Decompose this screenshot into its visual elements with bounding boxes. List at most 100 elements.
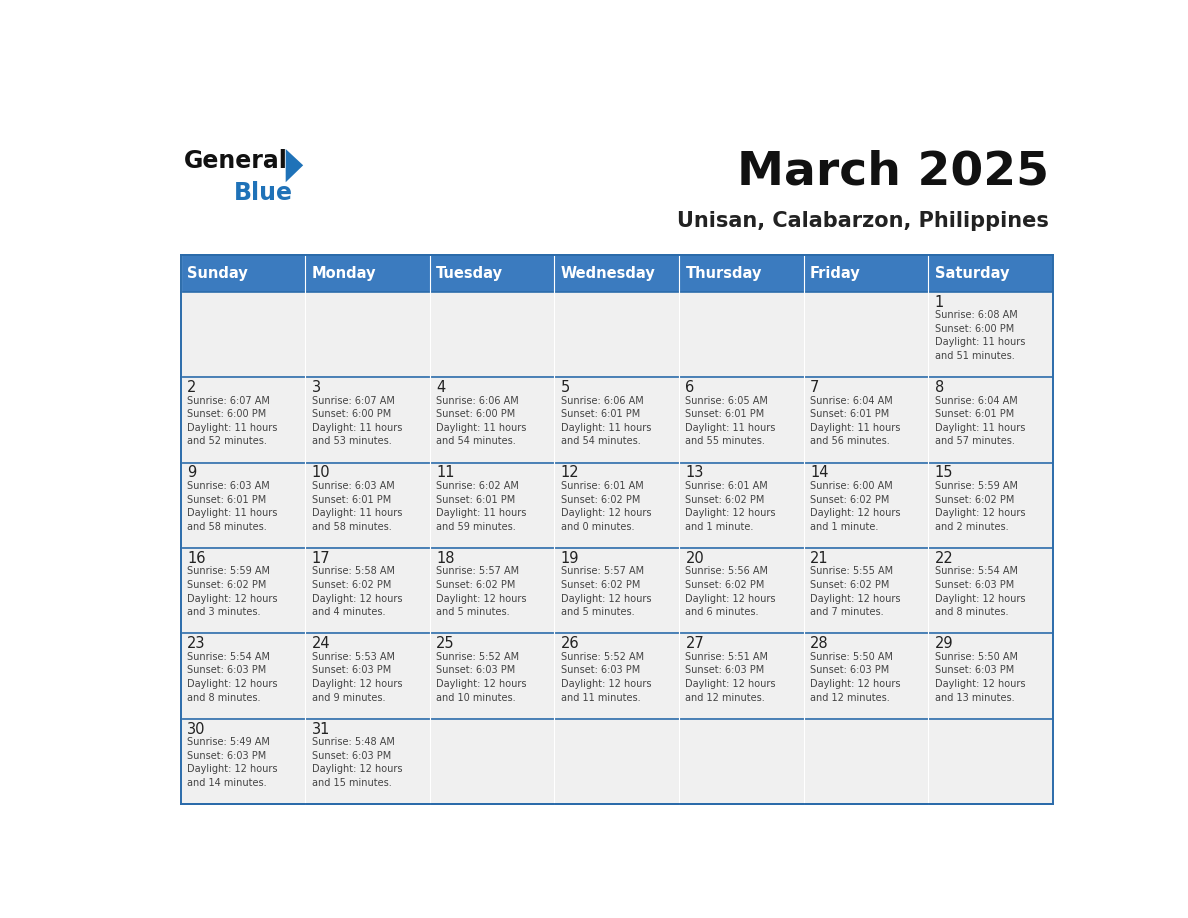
Text: Sunrise: 5:50 AM
Sunset: 6:03 PM
Daylight: 12 hours
and 13 minutes.: Sunrise: 5:50 AM Sunset: 6:03 PM Dayligh…: [935, 652, 1025, 702]
Text: Sunrise: 6:07 AM
Sunset: 6:00 PM
Daylight: 11 hours
and 52 minutes.: Sunrise: 6:07 AM Sunset: 6:00 PM Dayligh…: [188, 396, 278, 446]
Text: March 2025: March 2025: [737, 149, 1049, 194]
Bar: [555, 292, 680, 377]
Bar: [305, 463, 430, 548]
Text: Blue: Blue: [234, 181, 293, 205]
Bar: [928, 548, 1053, 633]
Bar: [555, 377, 680, 463]
Text: 14: 14: [810, 465, 828, 480]
Text: Sunrise: 6:05 AM
Sunset: 6:01 PM
Daylight: 11 hours
and 55 minutes.: Sunrise: 6:05 AM Sunset: 6:01 PM Dayligh…: [685, 396, 776, 446]
Text: 7: 7: [810, 380, 820, 395]
Bar: [430, 719, 555, 804]
Bar: [430, 255, 555, 292]
Text: Sunrise: 5:50 AM
Sunset: 6:03 PM
Daylight: 12 hours
and 12 minutes.: Sunrise: 5:50 AM Sunset: 6:03 PM Dayligh…: [810, 652, 901, 702]
Text: Sunrise: 5:51 AM
Sunset: 6:03 PM
Daylight: 12 hours
and 12 minutes.: Sunrise: 5:51 AM Sunset: 6:03 PM Dayligh…: [685, 652, 776, 702]
Text: Sunrise: 6:01 AM
Sunset: 6:02 PM
Daylight: 12 hours
and 1 minute.: Sunrise: 6:01 AM Sunset: 6:02 PM Dayligh…: [685, 481, 776, 532]
Bar: [555, 548, 680, 633]
Bar: [181, 719, 305, 804]
Bar: [555, 633, 680, 719]
Bar: [803, 377, 928, 463]
Text: Sunrise: 6:00 AM
Sunset: 6:02 PM
Daylight: 12 hours
and 1 minute.: Sunrise: 6:00 AM Sunset: 6:02 PM Dayligh…: [810, 481, 901, 532]
Text: Sunrise: 6:06 AM
Sunset: 6:01 PM
Daylight: 11 hours
and 54 minutes.: Sunrise: 6:06 AM Sunset: 6:01 PM Dayligh…: [561, 396, 651, 446]
Text: 19: 19: [561, 551, 580, 565]
Bar: [928, 255, 1053, 292]
Bar: [803, 292, 928, 377]
Bar: [430, 548, 555, 633]
Bar: [680, 633, 803, 719]
Bar: [555, 719, 680, 804]
Text: 25: 25: [436, 636, 455, 651]
Bar: [803, 633, 928, 719]
Text: Sunrise: 6:03 AM
Sunset: 6:01 PM
Daylight: 11 hours
and 58 minutes.: Sunrise: 6:03 AM Sunset: 6:01 PM Dayligh…: [188, 481, 278, 532]
Text: 13: 13: [685, 465, 703, 480]
Bar: [803, 719, 928, 804]
Text: Sunrise: 6:06 AM
Sunset: 6:00 PM
Daylight: 11 hours
and 54 minutes.: Sunrise: 6:06 AM Sunset: 6:00 PM Dayligh…: [436, 396, 526, 446]
Text: Sunrise: 5:49 AM
Sunset: 6:03 PM
Daylight: 12 hours
and 14 minutes.: Sunrise: 5:49 AM Sunset: 6:03 PM Dayligh…: [188, 737, 278, 788]
Text: 3: 3: [311, 380, 321, 395]
Text: Sunrise: 6:03 AM
Sunset: 6:01 PM
Daylight: 11 hours
and 58 minutes.: Sunrise: 6:03 AM Sunset: 6:01 PM Dayligh…: [311, 481, 402, 532]
Text: 28: 28: [810, 636, 828, 651]
Bar: [680, 719, 803, 804]
Text: 2: 2: [188, 380, 196, 395]
Bar: [181, 292, 305, 377]
Text: 30: 30: [188, 722, 206, 737]
Bar: [430, 463, 555, 548]
Text: Sunrise: 5:59 AM
Sunset: 6:02 PM
Daylight: 12 hours
and 3 minutes.: Sunrise: 5:59 AM Sunset: 6:02 PM Dayligh…: [188, 566, 278, 617]
Text: Sunrise: 6:02 AM
Sunset: 6:01 PM
Daylight: 11 hours
and 59 minutes.: Sunrise: 6:02 AM Sunset: 6:01 PM Dayligh…: [436, 481, 526, 532]
Bar: [680, 292, 803, 377]
Bar: [928, 292, 1053, 377]
Text: 8: 8: [935, 380, 943, 395]
Bar: [803, 548, 928, 633]
Text: Sunrise: 5:55 AM
Sunset: 6:02 PM
Daylight: 12 hours
and 7 minutes.: Sunrise: 5:55 AM Sunset: 6:02 PM Dayligh…: [810, 566, 901, 617]
Text: Monday: Monday: [311, 266, 377, 281]
Bar: [928, 377, 1053, 463]
Bar: [928, 463, 1053, 548]
Text: Sunrise: 5:57 AM
Sunset: 6:02 PM
Daylight: 12 hours
and 5 minutes.: Sunrise: 5:57 AM Sunset: 6:02 PM Dayligh…: [561, 566, 651, 617]
Text: 29: 29: [935, 636, 953, 651]
Text: Wednesday: Wednesday: [561, 266, 656, 281]
Text: Thursday: Thursday: [685, 266, 762, 281]
Bar: [680, 463, 803, 548]
Text: Sunrise: 6:04 AM
Sunset: 6:01 PM
Daylight: 11 hours
and 56 minutes.: Sunrise: 6:04 AM Sunset: 6:01 PM Dayligh…: [810, 396, 901, 446]
Bar: [928, 633, 1053, 719]
Bar: [430, 377, 555, 463]
Text: 4: 4: [436, 380, 446, 395]
Bar: [305, 633, 430, 719]
Bar: [305, 255, 430, 292]
Bar: [305, 377, 430, 463]
Bar: [555, 463, 680, 548]
Text: 24: 24: [311, 636, 330, 651]
Text: Sunrise: 6:07 AM
Sunset: 6:00 PM
Daylight: 11 hours
and 53 minutes.: Sunrise: 6:07 AM Sunset: 6:00 PM Dayligh…: [311, 396, 402, 446]
Bar: [305, 548, 430, 633]
Bar: [680, 377, 803, 463]
Text: 27: 27: [685, 636, 704, 651]
Text: Saturday: Saturday: [935, 266, 1009, 281]
Text: Unisan, Calabarzon, Philippines: Unisan, Calabarzon, Philippines: [677, 210, 1049, 230]
Text: Sunrise: 5:58 AM
Sunset: 6:02 PM
Daylight: 12 hours
and 4 minutes.: Sunrise: 5:58 AM Sunset: 6:02 PM Dayligh…: [311, 566, 403, 617]
Text: 12: 12: [561, 465, 580, 480]
Text: 23: 23: [188, 636, 206, 651]
Text: 17: 17: [311, 551, 330, 565]
Text: Tuesday: Tuesday: [436, 266, 504, 281]
Text: 1: 1: [935, 295, 943, 309]
Bar: [430, 292, 555, 377]
Text: Sunday: Sunday: [188, 266, 248, 281]
Polygon shape: [285, 149, 303, 183]
Text: Sunrise: 5:53 AM
Sunset: 6:03 PM
Daylight: 12 hours
and 9 minutes.: Sunrise: 5:53 AM Sunset: 6:03 PM Dayligh…: [311, 652, 403, 702]
Text: 31: 31: [311, 722, 330, 737]
Text: Sunrise: 6:04 AM
Sunset: 6:01 PM
Daylight: 11 hours
and 57 minutes.: Sunrise: 6:04 AM Sunset: 6:01 PM Dayligh…: [935, 396, 1025, 446]
Bar: [181, 255, 305, 292]
Bar: [181, 463, 305, 548]
Text: Sunrise: 5:52 AM
Sunset: 6:03 PM
Daylight: 12 hours
and 11 minutes.: Sunrise: 5:52 AM Sunset: 6:03 PM Dayligh…: [561, 652, 651, 702]
Bar: [430, 633, 555, 719]
Text: Sunrise: 5:54 AM
Sunset: 6:03 PM
Daylight: 12 hours
and 8 minutes.: Sunrise: 5:54 AM Sunset: 6:03 PM Dayligh…: [935, 566, 1025, 617]
Text: Sunrise: 5:52 AM
Sunset: 6:03 PM
Daylight: 12 hours
and 10 minutes.: Sunrise: 5:52 AM Sunset: 6:03 PM Dayligh…: [436, 652, 526, 702]
Bar: [181, 377, 305, 463]
Bar: [181, 633, 305, 719]
Text: 10: 10: [311, 465, 330, 480]
Text: 16: 16: [188, 551, 206, 565]
Text: Sunrise: 5:54 AM
Sunset: 6:03 PM
Daylight: 12 hours
and 8 minutes.: Sunrise: 5:54 AM Sunset: 6:03 PM Dayligh…: [188, 652, 278, 702]
Text: 6: 6: [685, 380, 695, 395]
Bar: [181, 548, 305, 633]
Text: 20: 20: [685, 551, 704, 565]
Text: Sunrise: 5:56 AM
Sunset: 6:02 PM
Daylight: 12 hours
and 6 minutes.: Sunrise: 5:56 AM Sunset: 6:02 PM Dayligh…: [685, 566, 776, 617]
